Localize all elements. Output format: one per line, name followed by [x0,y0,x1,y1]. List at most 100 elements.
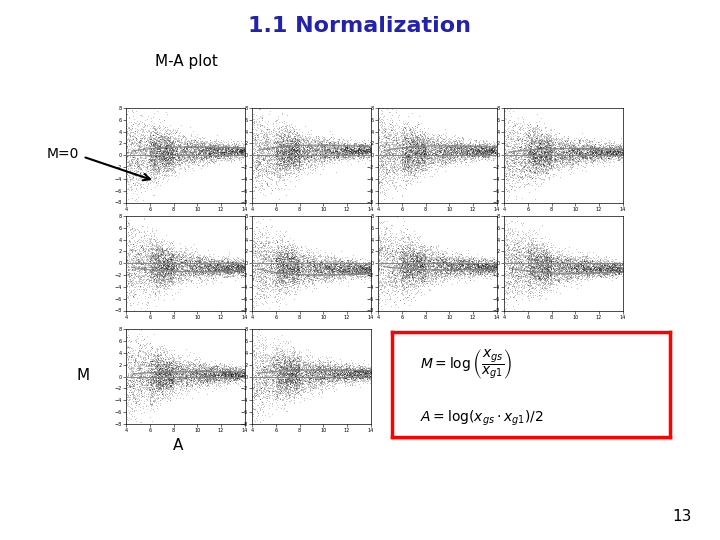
Point [413,157,425,166]
Point [361,145,372,153]
Point [271,263,283,272]
Point [322,152,333,160]
Point [536,255,548,264]
Point [536,267,547,275]
Point [597,262,608,271]
Point [362,274,374,282]
Point [278,359,289,367]
Point [364,262,375,271]
Point [308,153,320,162]
Point [339,151,351,159]
Point [534,158,545,166]
Point [405,128,417,137]
Point [250,154,261,163]
Point [183,358,194,367]
Point [258,264,269,272]
Point [196,143,207,151]
Point [567,146,579,155]
Point [251,172,263,181]
Point [194,363,205,372]
Point [285,243,297,252]
Point [156,253,167,261]
Point [459,252,471,261]
Point [589,143,600,152]
Point [134,379,145,388]
Point [230,257,242,266]
Point [466,268,477,277]
Point [215,141,227,150]
Point [444,268,456,276]
Point [547,154,559,163]
Point [531,145,543,154]
Point [283,164,294,172]
Point [423,154,435,163]
Point [129,390,140,399]
Point [429,164,441,173]
Point [332,150,343,159]
Point [432,261,444,269]
Point [229,258,240,267]
Point [122,393,133,402]
Point [333,370,345,379]
Point [315,271,326,279]
Point [273,155,284,164]
Point [328,373,339,381]
Point [320,263,331,272]
Point [210,156,222,164]
Point [575,148,586,157]
Point [338,271,349,279]
Point [308,260,320,269]
Point [260,254,271,263]
Point [155,272,166,280]
Point [310,267,322,275]
Point [480,267,492,275]
Point [406,254,418,262]
Point [587,157,598,165]
Point [421,138,433,146]
Point [161,138,173,147]
Point [512,239,523,247]
Point [274,268,286,277]
Point [263,246,274,254]
Point [158,256,169,265]
Point [603,264,615,272]
Point [361,370,373,379]
Point [323,264,335,273]
Point [261,250,272,259]
Point [153,276,165,285]
Point [382,145,393,154]
Point [286,362,297,371]
Point [582,141,594,150]
Point [285,154,297,163]
Point [348,147,359,156]
Point [279,246,291,254]
Point [423,249,435,258]
Point [393,258,405,267]
Point [319,141,330,150]
Point [210,268,222,277]
Point [271,276,282,285]
Point [473,259,485,268]
Point [454,141,465,150]
Point [409,133,420,141]
Point [418,165,430,174]
Point [287,370,298,379]
Point [376,122,387,131]
Point [209,152,220,161]
Point [186,266,198,274]
Point [281,152,292,161]
Point [210,267,221,275]
Point [562,256,573,265]
Point [158,132,169,141]
Point [388,271,400,279]
Point [248,404,259,413]
Point [405,141,417,150]
Point [149,154,161,163]
Point [408,136,419,145]
Point [172,353,184,362]
Point [281,258,292,266]
Point [161,288,172,297]
Point [266,386,278,394]
Point [613,150,625,158]
Point [205,370,217,379]
